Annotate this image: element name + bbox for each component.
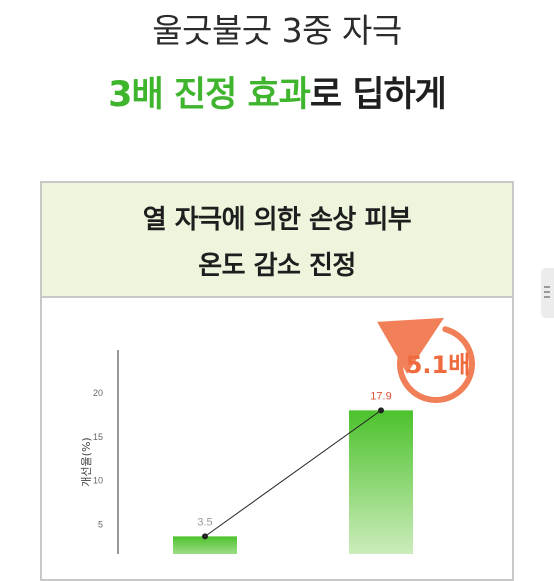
- badge-arrow-icon: [376, 317, 475, 403]
- headline-line2: 3배 진정 효과로 딥하게: [0, 66, 554, 117]
- y-tick-label: 5: [98, 519, 103, 529]
- y-axis-title: 개선율(%): [80, 437, 93, 486]
- y-tick-label: 10: [93, 476, 103, 486]
- bar: [173, 536, 237, 554]
- headline-line1: 울긋불긋 3중 자극: [152, 11, 402, 50]
- bar: [349, 410, 413, 554]
- y-tick-label: 20: [93, 388, 103, 398]
- trend-line: [204, 409, 382, 537]
- trend-point: [202, 533, 208, 540]
- card-title-line2: 온도 감소 진정: [198, 251, 356, 281]
- grip-line: [544, 296, 550, 298]
- value-label: 17.9: [370, 390, 391, 402]
- trend-point: [378, 407, 384, 414]
- chart-card: 열 자극에 의한 손상 피부 온도 감소 진정: [40, 181, 514, 581]
- badge-label: 5.1배: [406, 351, 471, 379]
- headline-accent: 3배 진정 효과: [108, 75, 311, 115]
- y-tick-label: 15: [93, 432, 103, 442]
- grip-line: [544, 291, 550, 293]
- card-header: 열 자극에 의한 손상 피부 온도 감소 진정: [42, 183, 512, 298]
- grip-line: [544, 286, 550, 288]
- card-title-line1: 열 자극에 의한 손상 피부: [142, 205, 412, 235]
- headline-rest: 로 딥하게: [309, 75, 447, 115]
- bar-chart: 5 10 15 20 개선율(%) 3.5 17.9 5.1배: [80, 317, 475, 554]
- value-label: 3.5: [197, 516, 212, 528]
- scroll-handle[interactable]: [541, 268, 554, 318]
